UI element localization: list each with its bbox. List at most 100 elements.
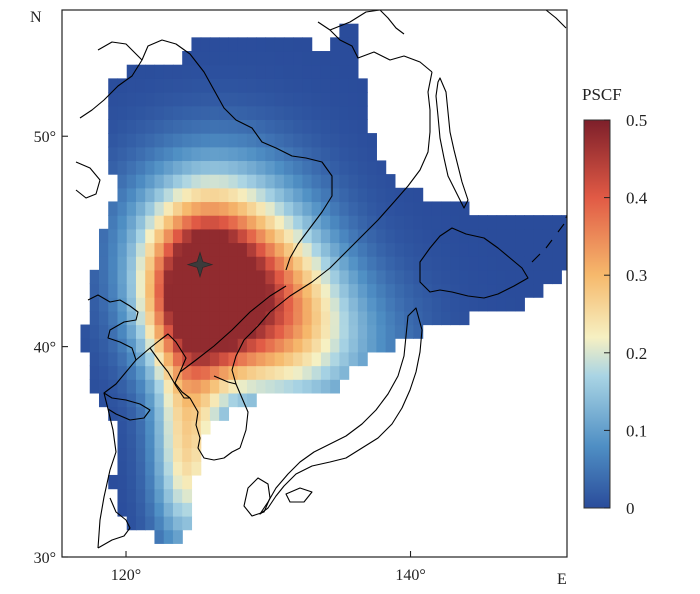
pscf-cell [246, 37, 257, 52]
coastline-china-bohai [87, 294, 139, 549]
pscf-cell [422, 310, 433, 326]
pscf-cell [172, 187, 183, 203]
pscf-cell [459, 215, 470, 230]
pscf-cell [422, 242, 433, 257]
pscf-cell [283, 187, 294, 203]
pscf-cell [126, 502, 137, 517]
pscf-cell [348, 133, 359, 148]
pscf-cell [283, 133, 294, 148]
pscf-cell [108, 406, 119, 421]
pscf-cell [163, 187, 174, 203]
pscf-cell [126, 351, 137, 367]
pscf-cell [561, 228, 567, 244]
pscf-cell [385, 215, 396, 230]
pscf-cell [330, 201, 340, 216]
pscf-cell [413, 215, 424, 230]
pscf-cell [311, 379, 322, 394]
pscf-cell [283, 228, 294, 244]
pscf-cell [191, 92, 202, 107]
pscf-cell [108, 133, 119, 148]
pscf-cell [145, 474, 156, 490]
pscf-cell [376, 174, 387, 189]
pscf-cell [108, 351, 119, 367]
pscf-cell [552, 269, 562, 285]
pscf-cell [117, 160, 128, 175]
pscf-cell [98, 297, 109, 312]
pscf-cell [330, 283, 340, 298]
pscf-cell [348, 37, 359, 52]
pscf-cell [237, 64, 248, 79]
pscf-cell [172, 215, 183, 230]
pscf-cell [357, 105, 368, 120]
pscf-cell [209, 92, 220, 107]
pscf-cell [209, 256, 220, 271]
pscf-cell [117, 105, 128, 120]
pscf-cell [98, 256, 109, 271]
pscf-cell [117, 433, 128, 449]
pscf-cell [256, 201, 267, 216]
pscf-cell [256, 119, 267, 134]
pscf-cell [293, 297, 304, 312]
pscf-cell [293, 37, 304, 52]
pscf-cell [413, 201, 424, 216]
pscf-cell [182, 119, 193, 134]
pscf-cell [145, 92, 156, 107]
pscf-cell [219, 283, 230, 298]
pscf-cell [339, 297, 350, 312]
pscf-cell [108, 392, 119, 408]
pscf-cell [209, 269, 220, 285]
pscf-cell [459, 269, 470, 285]
pscf-cell [117, 351, 128, 367]
pscf-cell [293, 64, 304, 79]
pscf-cell [135, 488, 146, 503]
coastline-kamchatka-edge [545, 10, 567, 29]
coastline-amur-north [329, 10, 381, 31]
pscf-cell [200, 37, 211, 52]
pscf-cell [246, 283, 257, 298]
pscf-cell [200, 64, 211, 79]
pscf-cell [154, 105, 165, 120]
pscf-cell [182, 78, 193, 93]
pscf-cell [487, 269, 498, 285]
pscf-cell [283, 64, 294, 79]
axis-layer: 50° 40° 30° 120° 140° [34, 129, 426, 584]
pscf-cell [154, 119, 165, 134]
pscf-cell [154, 406, 165, 421]
pscf-cell [376, 310, 387, 326]
colorbar-tick-label: 0.5 [626, 111, 647, 130]
pscf-cell [265, 51, 276, 66]
pscf-cell [117, 474, 128, 490]
pscf-cell [404, 297, 414, 312]
pscf-cell [496, 242, 507, 257]
pscf-cell [441, 297, 451, 312]
pscf-cell [348, 146, 359, 162]
pscf-cell [496, 269, 507, 285]
pscf-cell [552, 228, 562, 244]
pscf-cell [302, 256, 313, 271]
pscf-cell [163, 310, 174, 326]
pscf-cell [182, 365, 193, 380]
pscf-cell [468, 215, 479, 230]
pscf-cell [385, 174, 396, 189]
pscf-cell [246, 187, 257, 203]
pscf-cell [450, 228, 461, 244]
pscf-cell [182, 256, 193, 271]
pscf-cell [265, 269, 276, 285]
pscf-cell [163, 502, 174, 517]
pscf-cell [228, 174, 239, 189]
pscf-cell [320, 78, 331, 93]
pscf-cell [385, 338, 396, 353]
pscf-cell [182, 133, 193, 148]
pscf-cell [228, 133, 239, 148]
pscf-cell [182, 515, 193, 531]
pscf-cell [246, 133, 257, 148]
pscf-cell [283, 51, 294, 66]
pscf-cell [422, 269, 433, 285]
pscf-cell [265, 365, 276, 380]
pscf-cell [348, 310, 359, 326]
pscf-cell [98, 269, 109, 285]
pscf-cell [154, 433, 165, 449]
pscf-cell [200, 338, 211, 353]
pscf-cell [256, 242, 267, 257]
pscf-cell [191, 64, 202, 79]
